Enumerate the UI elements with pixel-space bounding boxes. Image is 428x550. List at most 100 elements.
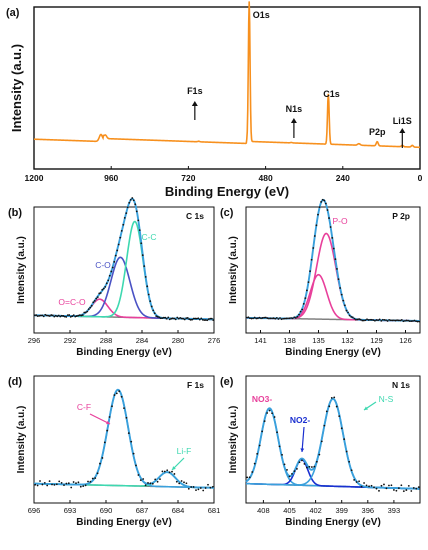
raw-data-point <box>396 319 398 322</box>
raw-data-point <box>307 281 310 284</box>
raw-data-point <box>367 319 370 321</box>
peak-label: N1s <box>286 104 303 114</box>
raw-data-point <box>415 320 417 323</box>
raw-data-point <box>135 464 137 467</box>
panel-b-c1s: 296 292 288 284 280 276 Binding Energy (eV) Int… <box>8 197 220 358</box>
raw-data-point <box>74 315 77 318</box>
raw-data-point <box>43 481 46 484</box>
raw-data-point <box>75 482 77 485</box>
raw-data-point <box>84 311 87 314</box>
raw-data-point <box>258 316 261 319</box>
x-tick-label: 480 <box>259 173 273 183</box>
raw-data-point <box>54 314 57 317</box>
raw-data-point <box>194 317 197 320</box>
raw-data-point <box>375 487 378 490</box>
raw-data-point <box>383 318 386 321</box>
raw-data-point <box>413 319 416 322</box>
raw-data-point <box>291 317 294 320</box>
raw-data-point <box>408 320 411 322</box>
raw-data-point <box>251 471 254 473</box>
raw-data-point <box>50 314 53 316</box>
raw-data-point <box>152 309 155 312</box>
raw-data-point <box>89 480 92 483</box>
peak-label: F1s <box>187 86 203 96</box>
raw-data-point <box>63 315 66 318</box>
raw-data-point <box>143 265 146 267</box>
raw-data-point <box>308 465 311 468</box>
x-tick-label: 135 <box>312 336 325 345</box>
raw-data-point <box>245 316 248 319</box>
survey-spectrum-line <box>33 1 421 149</box>
raw-data-point <box>334 258 337 261</box>
raw-data-point <box>104 285 107 288</box>
raw-data-point <box>53 483 56 486</box>
raw-data-point <box>67 482 70 485</box>
raw-data-point <box>394 319 397 322</box>
raw-data-point <box>356 318 359 321</box>
raw-data-point <box>47 314 50 317</box>
raw-data-point <box>168 471 171 474</box>
raw-data-point <box>72 314 75 317</box>
raw-data-point <box>416 320 419 323</box>
raw-data-point <box>325 410 328 413</box>
panel-letter: (b) <box>8 207 22 219</box>
raw-data-point <box>39 480 41 482</box>
raw-data-point <box>268 317 270 320</box>
raw-data-point <box>212 319 215 321</box>
raw-data-point <box>173 317 176 320</box>
x-tick-label: 690 <box>100 506 113 515</box>
x-tick-label: 693 <box>64 506 77 515</box>
raw-data-point <box>393 489 395 491</box>
raw-data-point <box>331 237 334 239</box>
raw-data-point <box>252 317 255 320</box>
raw-data-point <box>399 319 402 322</box>
raw-data-point <box>355 318 357 321</box>
raw-data-point <box>55 483 58 486</box>
peak-arrowhead <box>399 128 406 133</box>
raw-data-point <box>197 488 200 491</box>
panel-letter: (c) <box>220 207 234 219</box>
raw-data-point <box>391 319 394 322</box>
raw-data-point <box>131 197 134 199</box>
raw-data-point <box>340 293 343 296</box>
raw-data-point <box>348 314 351 317</box>
raw-data-point <box>269 317 272 320</box>
peak-label: P2p <box>369 127 386 137</box>
raw-data-point <box>156 480 159 483</box>
raw-data-point <box>402 490 405 493</box>
raw-data-point <box>188 318 191 321</box>
raw-data-point <box>84 484 87 487</box>
raw-data-point <box>110 270 113 273</box>
label-arrow <box>301 426 305 453</box>
raw-data-point <box>103 441 106 444</box>
raw-data-point <box>123 407 125 409</box>
raw-data-point <box>385 319 387 322</box>
raw-data-point <box>42 315 45 318</box>
raw-data-point <box>77 481 80 484</box>
raw-data-point <box>154 478 157 481</box>
raw-data-point <box>209 486 212 489</box>
raw-data-point <box>353 479 356 481</box>
raw-data-point <box>306 289 308 292</box>
component-label: C-C <box>141 232 156 242</box>
raw-data-point <box>125 416 128 419</box>
raw-data-point <box>71 315 74 318</box>
raw-data-point <box>120 395 123 398</box>
raw-data-point <box>351 316 354 319</box>
raw-data-point <box>102 287 105 290</box>
raw-data-point <box>383 483 385 486</box>
raw-data-point <box>98 292 101 295</box>
raw-data-point <box>101 288 104 291</box>
x-tick-label: 393 <box>388 506 401 515</box>
raw-data-point <box>359 318 362 321</box>
raw-data-point <box>338 415 341 418</box>
raw-data-point <box>41 314 44 317</box>
raw-data-point <box>149 300 152 303</box>
core-level-label: F 1s <box>187 380 204 390</box>
plot-frame <box>33 6 421 170</box>
raw-data-point <box>302 302 305 305</box>
raw-data-point <box>93 299 96 302</box>
component-label: O=C-O <box>58 297 86 307</box>
y-axis-label: Intensity (a.u.) <box>228 236 239 304</box>
raw-data-point <box>123 216 126 219</box>
